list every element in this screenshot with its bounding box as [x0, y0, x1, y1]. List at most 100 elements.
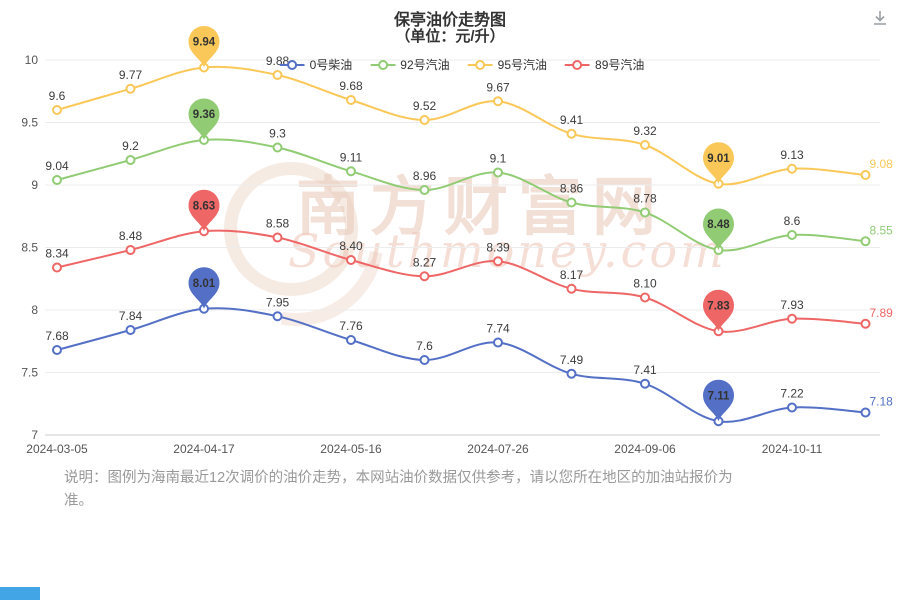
value-label: 7.93: [780, 298, 804, 312]
value-label: 9.13: [780, 148, 804, 162]
data-point-marker: [787, 313, 797, 324]
min-pin-92号汽油: 8.48: [703, 208, 734, 250]
series-95号汽油: 9.69.779.889.689.529.679.419.329.139.08: [49, 54, 894, 189]
value-label: 8.10: [633, 277, 657, 291]
series-0号柴油: 7.68 7.84 7.95 7.76 7.6 7.74 7.49 7.41 7.22 7.18: [45, 295, 893, 427]
legend-marker-icon: [565, 59, 591, 70]
disclaimer-line-2: 准。: [64, 493, 93, 509]
watermark-text: 南方财富网: [296, 172, 666, 243]
legend-marker-icon: [279, 59, 305, 70]
data-point-marker: [493, 256, 503, 267]
legend-item-label: 0号柴油: [309, 58, 353, 72]
value-label: 7.68: [45, 329, 69, 343]
data-point-marker: [640, 292, 650, 303]
data-point-marker: [272, 311, 283, 322]
value-label: 8.17: [560, 268, 584, 282]
end-value-label: 9.08: [870, 157, 894, 171]
data-point-marker: [125, 155, 136, 165]
value-label: 8.40: [339, 239, 363, 253]
value-label: 8.6: [784, 214, 801, 228]
data-point-marker: [566, 128, 577, 139]
download-icon[interactable]: [870, 8, 890, 28]
min-pin-89号汽油: 7.83: [703, 289, 734, 332]
data-point-marker: [860, 236, 871, 247]
max-pin-0号柴油: 8.01: [188, 267, 220, 309]
x-axis-labels: 2024-03-05 2024-04-17 2024-05-16 2024-07-26…: [26, 442, 822, 456]
data-point-marker: [787, 230, 797, 240]
value-label: 9.68: [339, 79, 363, 93]
pin-value-label: 8.01: [193, 278, 216, 290]
y-axis-label: 7: [31, 428, 38, 442]
watermark-subtext: Southmoney.com: [288, 224, 727, 278]
pin-value-label: 9.94: [193, 37, 216, 49]
series-89号汽油: 8.34 8.48 8.58 8.40 8.27 8.39 8.17 8.10 7.93 7.89: [45, 217, 894, 337]
series-line: [56, 229, 867, 333]
data-point-marker: [493, 337, 503, 348]
legend-item-95号汽油[interactable]: 95号汽油: [467, 56, 547, 73]
disclaimer-note: 说明：图例为海南最近12次调价的油价走势，本网站油价数据仅供参考，请以您所在地区…: [64, 467, 733, 513]
min-pin-95号汽油: 9.01: [703, 142, 734, 184]
pin-value-label: 7.83: [707, 300, 729, 312]
data-point-marker: [787, 402, 797, 413]
data-point-marker: [346, 335, 356, 345]
data-point-marker: [860, 318, 871, 329]
y-axis-label: 8: [31, 303, 38, 317]
pin-value-label: 8.63: [193, 200, 215, 212]
pin-value-label: 7.11: [708, 390, 730, 402]
end-value-label: 7.89: [870, 306, 894, 320]
pin-value-label: 9.36: [193, 109, 215, 121]
data-point-marker: [346, 255, 356, 265]
data-point-marker: [860, 407, 871, 418]
data-point-marker: [272, 70, 283, 80]
legend-item-0号柴油[interactable]: 0号柴油: [279, 56, 353, 73]
value-label: 7.95: [266, 295, 290, 309]
value-label: 9.2: [122, 139, 139, 153]
max-pin-89号汽油: 8.63: [188, 189, 220, 232]
end-value-label: 8.55: [870, 223, 894, 237]
legend-item-label: 89号汽油: [595, 58, 645, 72]
data-point-marker: [419, 185, 430, 195]
min-pin-0号柴油: 7.11: [703, 379, 734, 422]
value-label: 7.41: [633, 363, 657, 377]
y-axis-label: 10: [25, 53, 39, 67]
value-label: 8.86: [560, 182, 584, 196]
data-point-marker: [52, 262, 62, 273]
value-label: 9.41: [560, 113, 584, 127]
data-point-marker: [272, 232, 283, 243]
data-point-marker: [52, 345, 62, 355]
value-label: 7.6: [416, 339, 433, 353]
x-axis-label: 2024-04-17: [173, 442, 235, 456]
value-label: 7.22: [780, 387, 804, 401]
value-label: 9.11: [340, 150, 363, 164]
gridlines: [45, 59, 880, 436]
legend-marker-icon: [467, 59, 493, 70]
y-axis-label: 7.5: [21, 366, 38, 380]
legend-marker-icon: [370, 59, 396, 70]
y-axis-label: 9: [31, 178, 38, 192]
x-axis-label: 2024-07-26: [467, 442, 529, 456]
chart-subtitle: （单位：元/升）: [395, 28, 505, 45]
max-pin-92号汽油: 9.36: [188, 98, 220, 140]
series-92号汽油: 9.04 9.2 9.3 9.11 8.96 9.1 8.86 8.78 8.6 8.55: [45, 127, 893, 255]
data-point-marker: [640, 378, 650, 389]
data-point-marker: [640, 207, 650, 218]
x-axis-label: 2024-09-06: [614, 442, 676, 456]
data-point-marker: [346, 166, 356, 177]
legend-item-92号汽油[interactable]: 92号汽油: [370, 56, 450, 73]
y-axis-label: 8.5: [21, 241, 38, 255]
data-point-marker: [419, 115, 430, 125]
value-label: 8.96: [413, 169, 437, 183]
chart-title: 保亭油价走势图: [393, 12, 506, 29]
x-axis-label: 2024-05-16: [320, 442, 382, 456]
max-pin-95号汽油: 9.94: [188, 25, 220, 68]
legend: 0号柴油 92号汽油 95号汽油 89号汽油: [279, 56, 644, 73]
value-label: 8.27: [413, 255, 437, 269]
value-label: 9.52: [413, 99, 437, 113]
data-point-marker: [346, 95, 356, 105]
data-point-marker: [419, 355, 430, 365]
value-label: 8.39: [486, 240, 510, 254]
data-point-marker: [125, 83, 136, 94]
legend-item-89号汽油[interactable]: 89号汽油: [565, 56, 644, 73]
